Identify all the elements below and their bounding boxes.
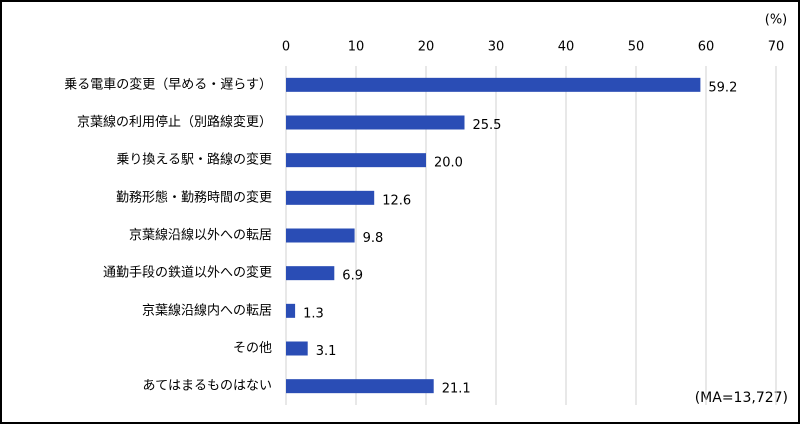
value-label: 25.5 bbox=[473, 118, 502, 133]
bar bbox=[286, 303, 296, 318]
bar bbox=[286, 266, 335, 281]
x-tick-label: 60 bbox=[698, 40, 715, 55]
y-tick-label: 乗る電車の変更（早める・遅らす） bbox=[64, 76, 272, 92]
note: (MA=13,727) bbox=[695, 390, 788, 406]
value-label: 6.9 bbox=[342, 269, 363, 284]
value-label: 1.3 bbox=[303, 306, 324, 321]
x-tick-label: 10 bbox=[348, 40, 365, 55]
y-tick-label: 通勤手段の鉄道以外への変更 bbox=[103, 265, 272, 281]
value-label: 3.1 bbox=[316, 344, 337, 359]
y-tick-label: 京葉線の利用停止（別路線変更） bbox=[77, 114, 272, 130]
x-tick-label: 70 bbox=[768, 40, 785, 55]
y-tick-label: 乗り換える駅・路線の変更 bbox=[116, 152, 272, 168]
value-label: 12.6 bbox=[382, 193, 411, 208]
x-tick-label: 0 bbox=[282, 40, 290, 55]
x-tick-label: 30 bbox=[488, 40, 505, 55]
x-tick-label: 20 bbox=[418, 40, 435, 55]
value-label: 9.8 bbox=[363, 231, 384, 246]
y-tick-label: 京葉線沿線内への転居 bbox=[142, 302, 272, 318]
value-label: 20.0 bbox=[434, 156, 463, 171]
unit-label: (%) bbox=[765, 13, 788, 28]
bar bbox=[286, 341, 308, 356]
x-tick-label: 40 bbox=[558, 40, 575, 55]
bar bbox=[286, 115, 465, 130]
x-tick-label: 50 bbox=[628, 40, 645, 55]
bar bbox=[286, 153, 426, 168]
value-label: 21.1 bbox=[442, 382, 471, 397]
value-label: 59.2 bbox=[708, 80, 737, 95]
y-tick-label: その他 bbox=[233, 341, 272, 356]
bar bbox=[286, 228, 355, 243]
bar bbox=[286, 190, 375, 205]
bar bbox=[286, 77, 701, 92]
bar bbox=[286, 379, 434, 394]
y-tick-label: 京葉線沿線以外への転居 bbox=[129, 227, 272, 243]
y-tick-label: あてはまるものはない bbox=[143, 379, 272, 394]
y-tick-label: 勤務形態・勤務時間の変更 bbox=[116, 189, 272, 205]
